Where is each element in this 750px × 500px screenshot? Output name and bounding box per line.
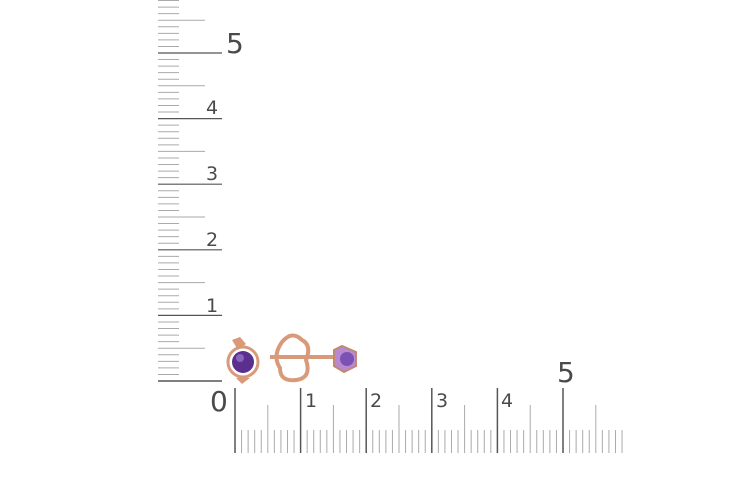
earring-side — [270, 333, 357, 383]
v-label-2: 2 — [206, 229, 218, 251]
h-label-4: 4 — [501, 390, 513, 412]
v-label-5: 5 — [226, 27, 244, 60]
h-label-1: 1 — [305, 390, 317, 412]
earring-front — [226, 337, 260, 384]
v-label-3: 3 — [206, 163, 218, 185]
v-label-1: 1 — [206, 295, 218, 317]
h-label-2: 2 — [370, 390, 382, 412]
amethyst-stone — [232, 351, 254, 373]
v-label-4: 4 — [206, 97, 218, 119]
h-label-0: 0 — [210, 385, 228, 418]
vertical-ruler — [158, 0, 222, 382]
h-label-3: 3 — [436, 390, 448, 412]
horizontal-ruler — [234, 388, 623, 453]
h-label-5: 5 — [557, 356, 575, 389]
